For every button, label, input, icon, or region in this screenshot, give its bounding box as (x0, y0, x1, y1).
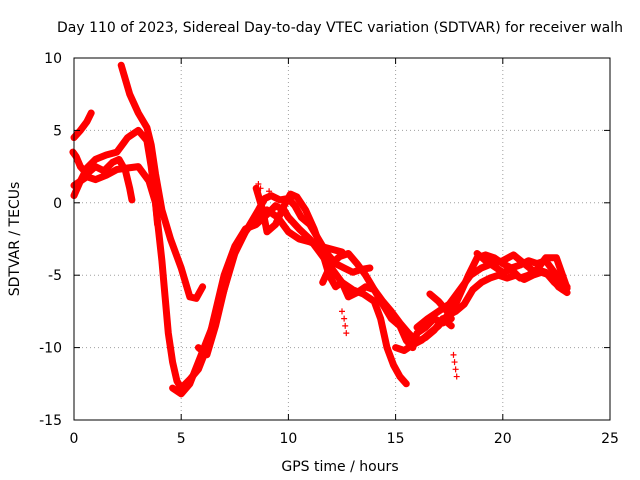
series-start-marker (392, 344, 399, 351)
series-sat-b (69, 148, 136, 204)
x-tick-label: 5 (177, 431, 186, 447)
axis-ticks: 0 5 10 15 20 25 -15 -10 -5 0 5 10 (39, 51, 619, 447)
y-tick-label: 0 (53, 196, 62, 212)
data-point-marker (342, 322, 349, 329)
series-sat-j (392, 268, 571, 354)
data-point-marker (453, 373, 460, 380)
data-point-marker (341, 315, 348, 322)
y-tick-label: 10 (44, 51, 62, 67)
series-end-marker (448, 322, 455, 329)
data-point-marker (451, 359, 458, 366)
series-sat-a (70, 109, 95, 142)
series-start-marker (118, 62, 125, 69)
series-start-marker (69, 149, 76, 156)
series-start-marker (474, 250, 481, 257)
y-tick-label: -15 (39, 413, 62, 429)
data-point-marker (255, 180, 262, 187)
data-point-marker (266, 188, 273, 195)
y-tick-label: 5 (53, 123, 62, 139)
series-end-marker (199, 283, 206, 290)
series-end-marker (88, 110, 95, 117)
data-series (69, 61, 571, 398)
data-point-marker (452, 366, 459, 373)
data-point-marker (268, 192, 275, 199)
series-sat-m (473, 250, 567, 294)
series-end-marker (366, 264, 373, 271)
x-tick-label: 10 (279, 431, 297, 447)
y-tick-label: -10 (39, 341, 62, 357)
data-point-marker (450, 351, 457, 358)
x-tick-label: 20 (494, 431, 512, 447)
x-tick-label: 25 (601, 431, 619, 447)
series-end-marker (559, 286, 566, 293)
x-tick-label: 0 (70, 431, 79, 447)
data-point-marker (339, 308, 345, 315)
series-start-marker (414, 324, 421, 331)
data-point-marker (343, 330, 350, 337)
data-point-marker (257, 185, 264, 192)
grid-lines (74, 58, 610, 420)
series-end-marker (403, 380, 410, 387)
x-axis-label: GPS time / hours (281, 459, 398, 475)
series-end-marker (154, 221, 161, 228)
series-sat-e (117, 61, 207, 302)
series-sat-c (70, 163, 410, 392)
x-tick-label: 15 (387, 431, 405, 447)
chart-title: Day 110 of 2023, Sidereal Day-to-day VTE… (57, 20, 623, 36)
series-end-marker (128, 196, 135, 203)
plot-frame (73, 57, 611, 421)
series-start-marker (319, 279, 326, 286)
series-start-marker (169, 385, 176, 392)
y-axis-label: SDTVAR / TECUs (7, 182, 23, 297)
y-tick-label: -5 (48, 268, 62, 284)
series-start-marker (195, 344, 202, 351)
series-start-marker (426, 291, 433, 298)
